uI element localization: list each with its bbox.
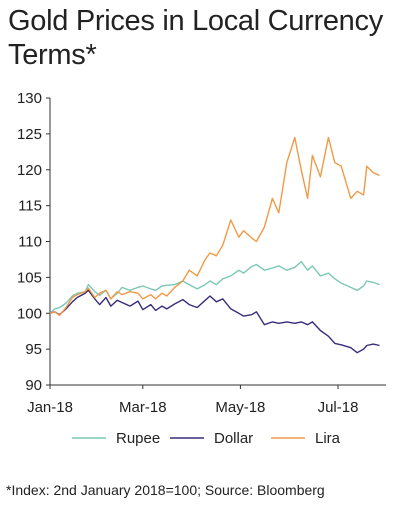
x-axis: Jan-18 Mar-18 May-18 Jul-18: [27, 384, 386, 416]
legend-label-rupee: Rupee: [116, 430, 160, 447]
x-tick-label: Jul-18: [318, 399, 359, 416]
series-line-rupee: [49, 260, 380, 314]
y-tick-label: 90: [25, 377, 42, 394]
y-tick-label: 105: [17, 269, 42, 286]
x-tick-label: Jan-18: [27, 399, 73, 416]
legend-label-lira: Lira: [315, 430, 341, 447]
series-line-lira: [49, 136, 380, 317]
x-tick-label: May-18: [215, 399, 265, 416]
y-tick-label: 130: [17, 90, 42, 107]
legend: Rupee Dollar Lira: [72, 430, 341, 447]
series-lines: [49, 136, 380, 354]
x-tick-label: Mar-18: [119, 399, 167, 416]
y-tick-label: 100: [17, 305, 42, 322]
y-tick-label: 115: [18, 198, 42, 215]
y-axis: 90 95 100 105 110 115 120 125 130: [17, 90, 51, 394]
footnote: *Index: 2nd January 2018=100; Source: Bl…: [6, 482, 325, 498]
series-line-dollar: [49, 289, 380, 354]
y-tick-label: 125: [17, 126, 42, 143]
y-tick-label: 120: [17, 162, 42, 179]
chart-title: Gold Prices in Local Currency Terms*: [8, 5, 383, 71]
line-chart: 90 95 100 105 110 115 120 125 130 Jan-18 Mar-18 Ma…: [17, 90, 386, 447]
legend-label-dollar: Dollar: [214, 430, 253, 447]
y-tick-label: 95: [25, 341, 42, 358]
y-tick-label: 110: [18, 234, 42, 251]
